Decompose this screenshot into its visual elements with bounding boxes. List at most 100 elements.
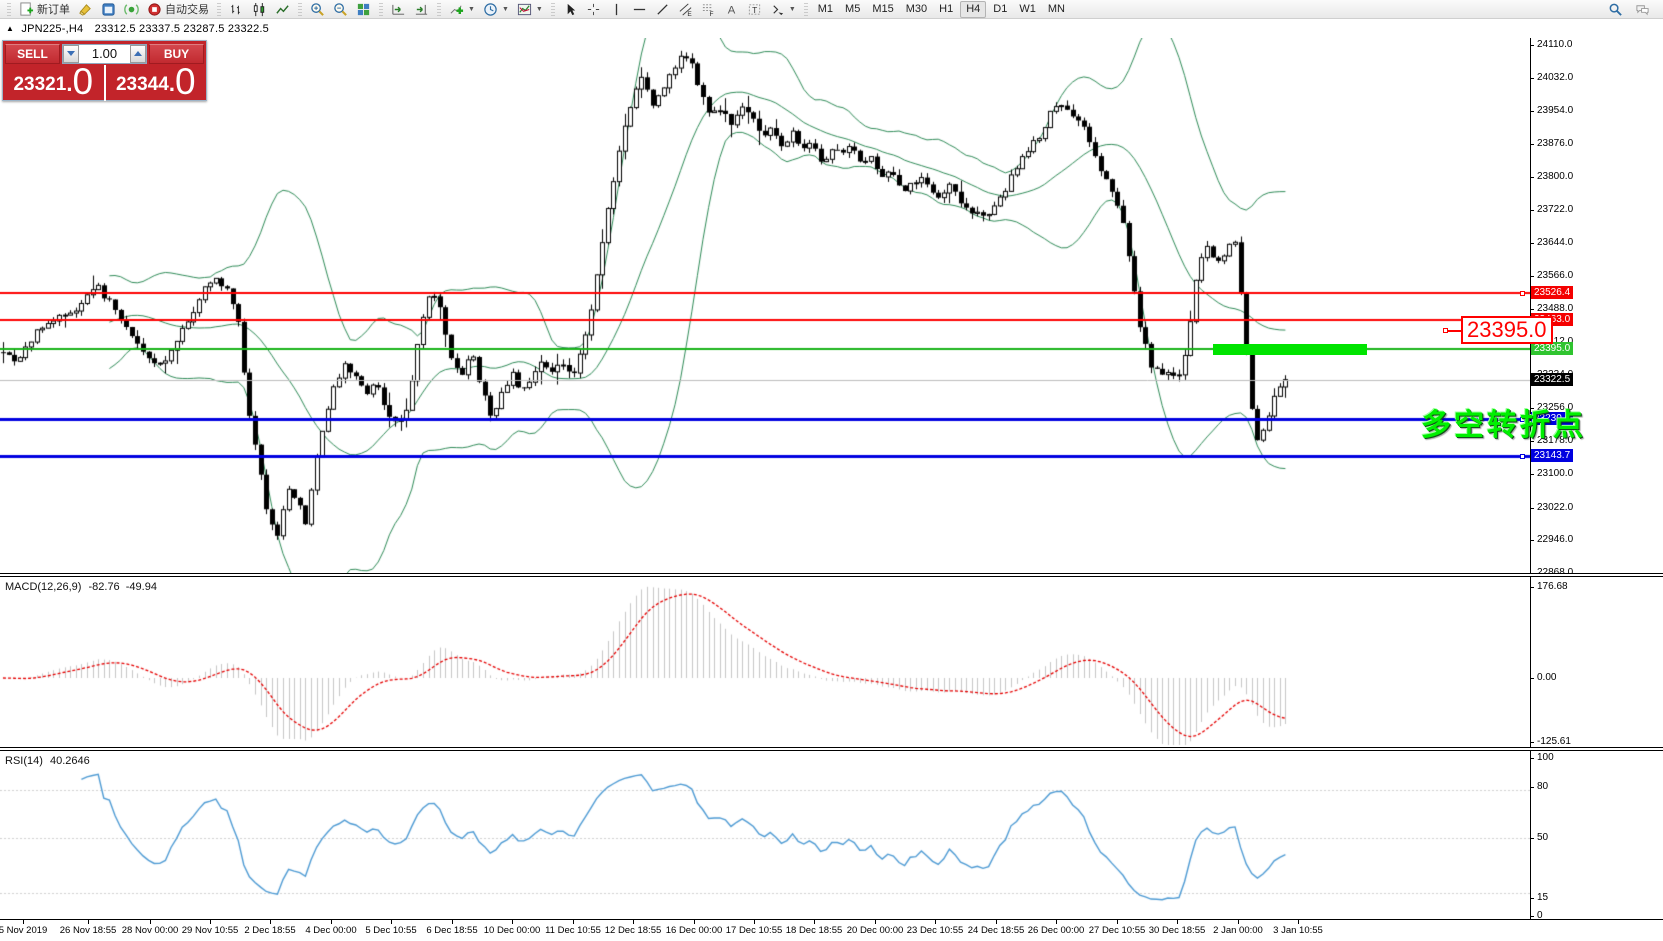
time-tick-label: 10 Dec 00:00 — [483, 925, 541, 936]
price-tick — [1530, 441, 1534, 443]
new-order-button[interactable]: 新订单 — [16, 1, 73, 18]
rsi-panel-chart[interactable] — [0, 751, 1530, 919]
fibonacci-icon: F — [701, 2, 716, 17]
tab-m1[interactable]: M1 — [817, 3, 834, 15]
equidistant-channel-tool-button[interactable]: E — [675, 1, 696, 18]
price-tick — [1530, 539, 1534, 541]
price-tick-label: 23488.0 — [1537, 303, 1574, 315]
time-tick-label: 27 Dec 10:55 — [1088, 925, 1146, 936]
tile-windows-icon — [356, 2, 371, 17]
time-tick-label: 18 Dec 18:55 — [785, 925, 843, 936]
zoom-out-button[interactable] — [330, 1, 351, 18]
tab-d1[interactable]: D1 — [993, 3, 1008, 15]
text-tool-button[interactable]: A — [721, 1, 742, 18]
turning-point-text[interactable]: 多空转折点 — [1421, 409, 1586, 442]
tile-windows-button[interactable] — [353, 1, 374, 18]
rsi-tick — [1530, 838, 1534, 839]
macd-tick — [1530, 587, 1534, 588]
tab-mn[interactable]: MN — [1047, 3, 1065, 15]
rsi-name: RSI(14) — [5, 755, 43, 767]
macd-panel-chart[interactable] — [0, 577, 1530, 747]
tab-m30[interactable]: M30 — [905, 3, 928, 15]
time-tick — [452, 920, 453, 924]
templates-button[interactable]: ▼ — [514, 1, 546, 18]
cursor-tool-button[interactable] — [560, 1, 581, 18]
chart-collapse-icon[interactable]: ▲ — [6, 24, 15, 33]
price-marker-label: 23230.6 — [1531, 411, 1574, 425]
tab-h1[interactable]: H1 — [939, 3, 954, 15]
time-tick-label: 17 Dec 10:55 — [725, 925, 783, 936]
price-marker-label: 23322.5 — [1531, 372, 1574, 386]
vertical-line-tool-button[interactable] — [606, 1, 627, 18]
chart-ohlc-values: 23312.5 23337.5 23287.5 23322.5 — [94, 23, 269, 35]
sell-price[interactable]: 23321. 0 — [3, 63, 104, 101]
periods-button[interactable]: ▼ — [480, 1, 512, 18]
metaeditor-button[interactable] — [75, 1, 96, 18]
price-tag-label[interactable]: 23395.0 — [1461, 316, 1553, 344]
crosshair-tool-button[interactable] — [583, 1, 604, 18]
toolbar-grip — [437, 2, 441, 16]
main-price-chart[interactable] — [0, 38, 1530, 573]
trendline-tool-button[interactable] — [652, 1, 673, 18]
time-tick — [1298, 920, 1299, 924]
search-button[interactable] — [1605, 1, 1626, 18]
price-tick-label: 23256.0 — [1537, 402, 1574, 414]
auto-scroll-button[interactable] — [388, 1, 409, 18]
time-axis-line — [0, 919, 1663, 920]
toolbar-grip — [550, 2, 555, 16]
auto-trading-button[interactable]: 自动交易 — [144, 1, 212, 18]
rsi-tick — [1530, 898, 1534, 899]
macd-tick — [1530, 742, 1534, 743]
one-click-trading-panel: SELL 1.00 BUY 23321. 0 23344. 0 — [2, 40, 207, 101]
rsi-value: 40.2646 — [49, 755, 90, 767]
rsi-tick — [1530, 758, 1534, 759]
time-tick-label: 30 Dec 18:55 — [1148, 925, 1206, 936]
horizontal-line-tool-button[interactable] — [629, 1, 650, 18]
tab-m5[interactable]: M5 — [845, 3, 861, 15]
bar-chart-button[interactable] — [226, 1, 247, 18]
price-marker-label: 23143.7 — [1531, 448, 1574, 462]
auto-trading-label: 自动交易 — [165, 4, 209, 16]
rsi-tick-label: 15 — [1537, 892, 1549, 903]
tab-h4[interactable]: H4 — [960, 0, 987, 18]
dropdown-caret-icon: ▼ — [468, 5, 475, 13]
green-highlight-rectangle[interactable] — [1213, 344, 1367, 355]
horizontal-line-icon — [632, 2, 647, 17]
volume-increase-button[interactable] — [130, 44, 146, 63]
triangle-down-icon — [67, 51, 75, 56]
indicators-button[interactable]: ▼ — [446, 1, 478, 18]
candlestick-chart-button[interactable] — [249, 1, 270, 18]
time-tick — [573, 920, 574, 924]
signal-button[interactable] — [121, 1, 142, 18]
volume-input[interactable]: 1.00 — [79, 44, 130, 63]
volume-decrease-button[interactable] — [63, 44, 79, 63]
macd-value-2: -49.94 — [125, 581, 157, 593]
sell-price-dot: . — [66, 71, 73, 96]
tab-w1[interactable]: W1 — [1019, 3, 1036, 15]
time-tick — [150, 920, 151, 924]
chart-symbol-timeframe: JPN225-,H4 — [21, 23, 84, 35]
panel-splitter-macd[interactable] — [0, 573, 1663, 577]
fibonacci-tool-button[interactable]: F — [698, 1, 719, 18]
panel-splitter-rsi[interactable] — [0, 747, 1663, 751]
line-chart-button[interactable] — [272, 1, 293, 18]
price-tick-label: 22946.0 — [1537, 533, 1574, 545]
time-tick-label: 2 Jan 00:00 — [1213, 925, 1263, 936]
zoom-in-button[interactable] — [307, 1, 328, 18]
price-marker-label: 23395.0 — [1531, 341, 1574, 355]
text-label-tool-button[interactable]: T — [744, 1, 765, 18]
dropdown-caret-icon: ▼ — [535, 5, 543, 13]
tab-m15[interactable]: M15 — [872, 3, 894, 15]
chart-shift-button[interactable] — [411, 1, 432, 18]
rsi-tick-label: 0 — [1537, 910, 1543, 921]
buy-price[interactable]: 23344. 0 — [106, 63, 207, 101]
arrows-tool-button[interactable]: ▼ — [767, 1, 799, 18]
sell-button[interactable]: SELL — [5, 43, 60, 64]
buy-button[interactable]: BUY — [149, 43, 204, 64]
bar-chart-icon — [229, 2, 244, 17]
market-watch-button[interactable] — [98, 1, 119, 18]
toolbar-grip — [379, 2, 383, 16]
chat-button[interactable] — [1632, 1, 1653, 18]
zoom-out-icon — [333, 2, 348, 17]
